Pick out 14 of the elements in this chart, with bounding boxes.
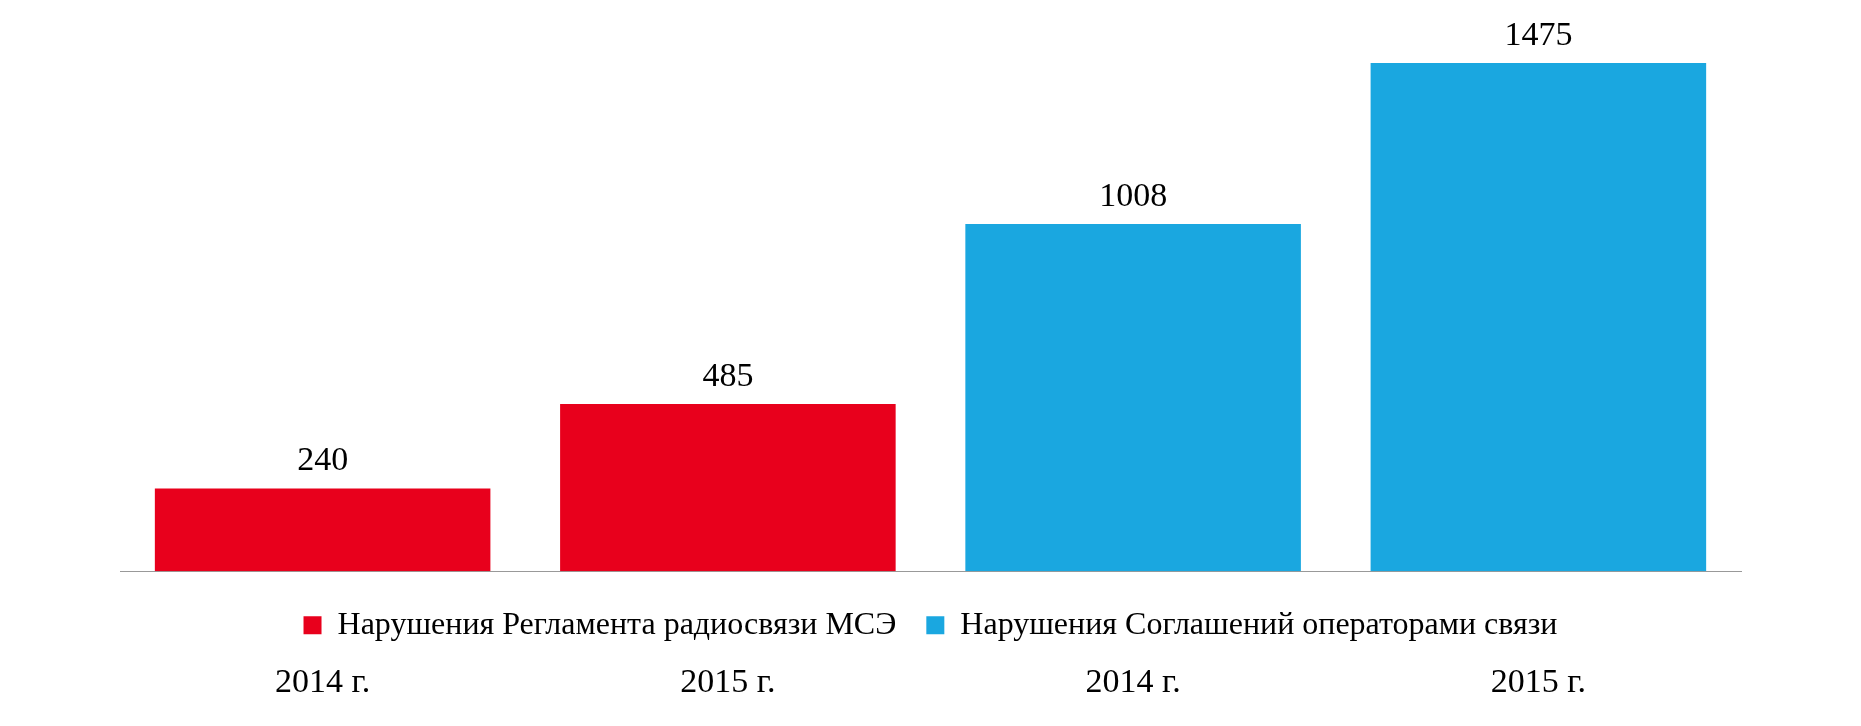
x-tick-label: 2015 г. <box>680 661 776 699</box>
legend-label: Нарушения Соглашений операторами связи <box>960 604 1558 641</box>
x-tick-label: 2014 г. <box>275 661 371 699</box>
x-tick-label: 2014 г. <box>1085 661 1181 699</box>
bar <box>560 404 896 572</box>
data-label: 485 <box>702 356 754 394</box>
x-tick-label: 2015 г. <box>1490 661 1586 699</box>
data-label: 1475 <box>1504 14 1573 52</box>
data-label: 1008 <box>1099 175 1168 213</box>
bar <box>1370 63 1707 572</box>
data-label: 240 <box>297 440 349 478</box>
bar <box>154 488 491 572</box>
legend-label: Нарушения Регламента радиосвязи МСЭ <box>337 604 897 641</box>
bar <box>965 223 1301 572</box>
